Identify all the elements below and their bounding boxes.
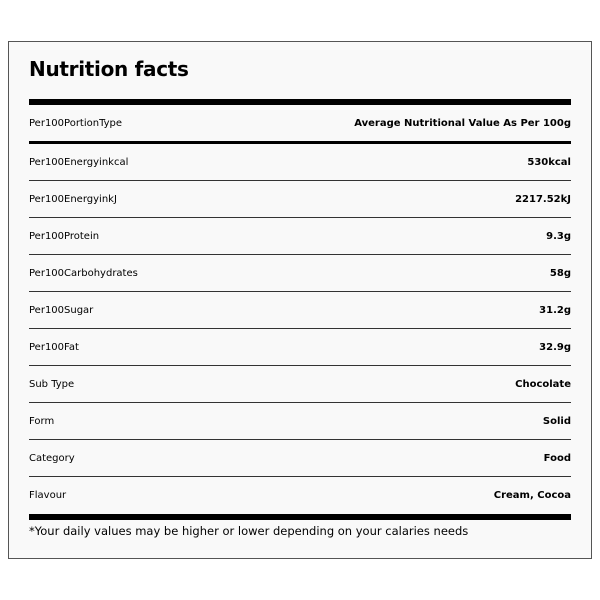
table-row: Category Food — [29, 440, 571, 477]
row-value: 9.3g — [546, 230, 571, 242]
row-value: Cream, Cocoa — [493, 489, 571, 501]
row-value: Food — [543, 452, 571, 464]
row-label: Sub Type — [29, 378, 75, 390]
row-label: Per100EnergyinkJ — [29, 193, 117, 205]
row-value: 530kcal — [527, 156, 571, 168]
table-row: Form Solid — [29, 403, 571, 440]
row-value: Average Nutritional Value As Per 100g — [354, 117, 571, 129]
row-value: 58g — [549, 267, 571, 279]
row-label: Per100Protein — [29, 230, 100, 242]
top-divider — [29, 99, 571, 105]
row-label: Per100Fat — [29, 341, 79, 353]
bottom-divider — [29, 514, 571, 520]
row-value: Solid — [542, 415, 571, 427]
row-label: Flavour — [29, 489, 67, 501]
row-value: Chocolate — [515, 378, 571, 390]
page-title: Nutrition facts — [29, 57, 189, 81]
table-row: Per100Sugar 31.2g — [29, 292, 571, 329]
table-row: Flavour Cream, Cocoa — [29, 477, 571, 513]
table-row: Sub Type Chocolate — [29, 366, 571, 403]
row-label: Per100PortionType — [29, 117, 123, 129]
row-value: 32.9g — [539, 341, 571, 353]
row-value: 31.2g — [539, 304, 571, 316]
table-row: Per100EnergyinkJ 2217.52kJ — [29, 181, 571, 218]
footnote: *Your daily values may be higher or lowe… — [29, 524, 469, 538]
nutrition-table: Per100PortionType Average Nutritional Val… — [29, 105, 571, 513]
row-label: Per100Sugar — [29, 304, 94, 316]
table-row: Per100Carbohydrates 58g — [29, 255, 571, 292]
row-label: Per100Energyinkcal — [29, 156, 129, 168]
row-label: Per100Carbohydrates — [29, 267, 138, 279]
nutrition-facts-panel: Nutrition facts Per100PortionType Average… — [8, 41, 592, 559]
table-row: Per100Energyinkcal 530kcal — [29, 144, 571, 181]
row-value: 2217.52kJ — [515, 193, 571, 205]
table-row: Per100Protein 9.3g — [29, 218, 571, 255]
table-row: Per100PortionType Average Nutritional Val… — [29, 105, 571, 144]
table-row: Per100Fat 32.9g — [29, 329, 571, 366]
row-label: Category — [29, 452, 75, 464]
row-label: Form — [29, 415, 55, 427]
